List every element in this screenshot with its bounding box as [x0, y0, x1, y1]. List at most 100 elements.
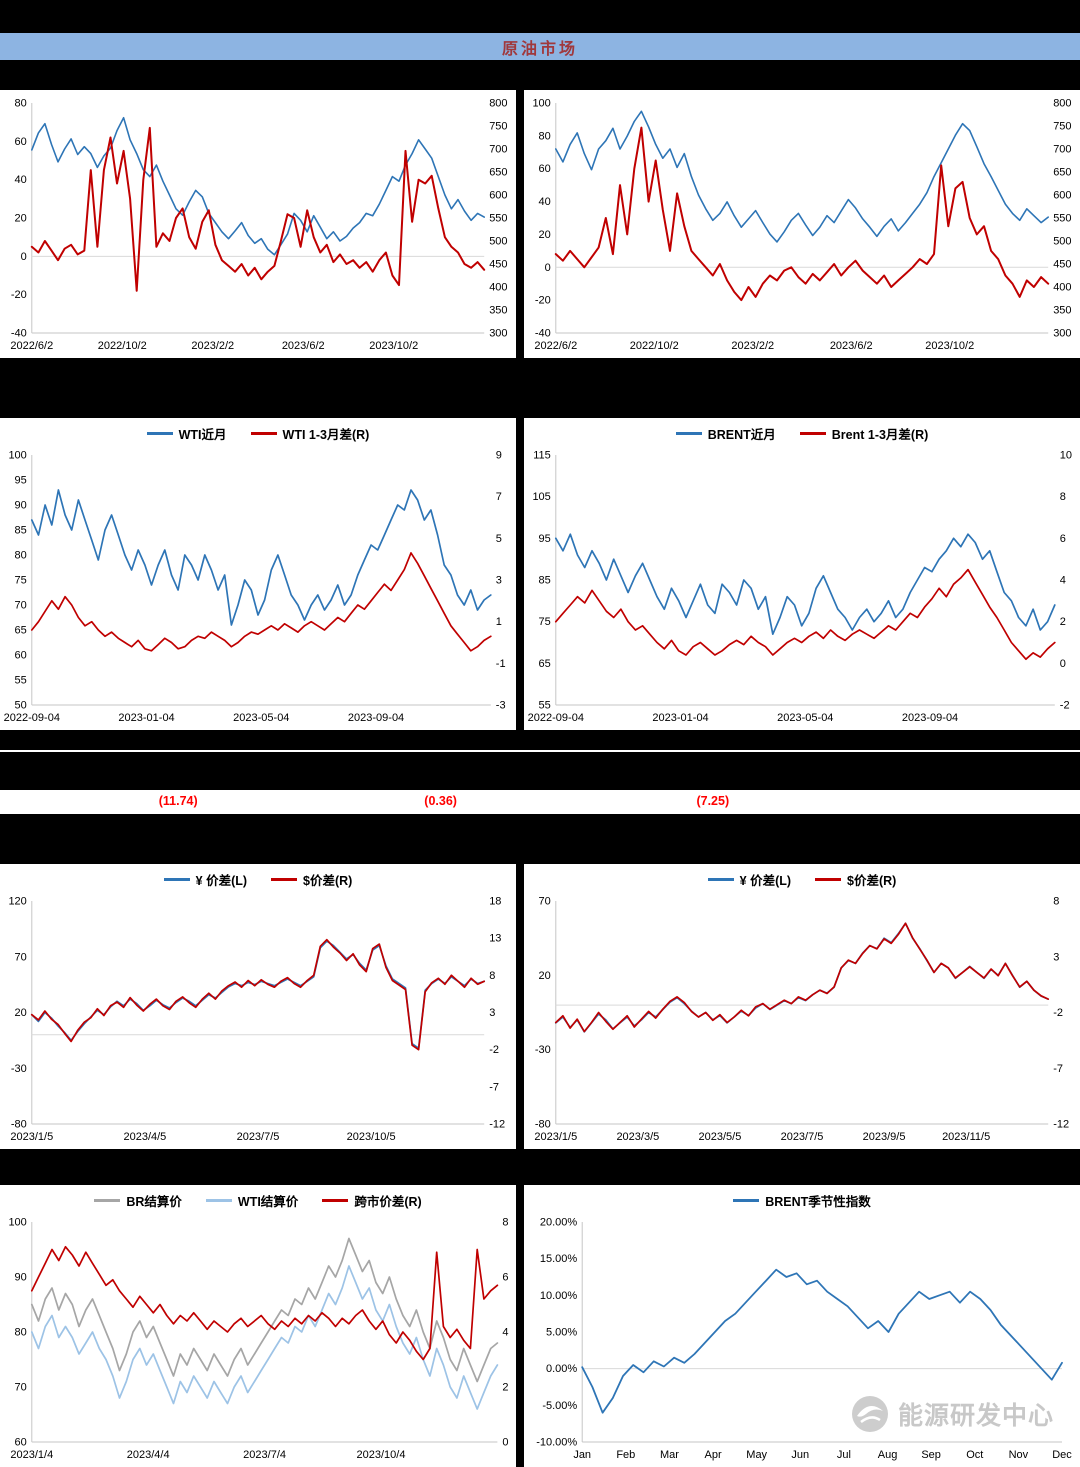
black-divider	[0, 752, 1080, 790]
spread-value: (7.25)	[696, 794, 730, 808]
series-line	[30, 1245, 499, 1361]
chart-canvas-r3l: 120 70 20 -30 -80 18 13 8 3 -2 -7 -12 2023/1/5 2023/4…	[8, 896, 505, 1144]
right-axis-tick-label: 800	[1053, 98, 1071, 110]
price-spread-chart-right: ¥ 价差(L) $价差(R) 70 20 -30 -80 8 3 -2 -7 -12 2023/1/5…	[528, 867, 1076, 1146]
left-axis-tick-label: 70	[539, 896, 551, 908]
crack-spread-chart-right: 100 80 60 40 20 0 -20 -40 800 750 700 650 600 550 500 4…	[528, 93, 1076, 355]
left-axis-tick-label: 80	[15, 550, 27, 562]
top-black-bar	[0, 0, 1080, 33]
chart-row-4: BR结算价 WTI结算价 跨市价差(R) 100 90 80 70 60 8 6 4 2 0 2023/1…	[0, 1185, 1080, 1467]
x-axis-tick-label: Aug	[878, 1449, 898, 1461]
right-axis-tick-label: -1	[496, 658, 506, 670]
brent-near-month-chart: BRENT近月 Brent 1-3月差(R) 115 105 95 85 75 65 55 10 8…	[528, 421, 1076, 727]
right-axis-tick-label: 2	[1060, 616, 1066, 628]
left-axis-tick-label: 0.00%	[546, 1363, 577, 1375]
x-axis-tick-label: 2023-05-04	[777, 712, 833, 724]
left-axis-tick-label: 60	[15, 136, 27, 148]
x-axis-tick-label: 2023/10/4	[357, 1449, 406, 1461]
legend-label: WTI结算价	[237, 1194, 299, 1209]
series-line	[581, 1268, 1063, 1414]
x-axis-tick-label: 2022-09-04	[4, 712, 60, 724]
left-axis-tick-label: -20	[11, 289, 27, 301]
panel-price-spread-right: ¥ 价差(L) $价差(R) 70 20 -30 -80 8 3 -2 -7 -12 2023/1/5…	[524, 864, 1080, 1149]
left-axis-tick-label: -30	[11, 1063, 27, 1075]
legend-swatch	[205, 1198, 232, 1202]
left-axis-tick-label: 70	[15, 951, 27, 963]
chart-legend: ¥ 价差(L) $价差(R)	[528, 867, 1076, 891]
panel-brent-term: BRENT近月 Brent 1-3月差(R) 115 105 95 85 75 65 55 10 8…	[524, 418, 1080, 730]
black-divider	[0, 1149, 1080, 1185]
legend-swatch	[707, 877, 734, 881]
legend-label: WTI 1-3月差(R)	[282, 427, 370, 442]
series-line	[30, 552, 492, 652]
x-axis-tick-label: 2023/2/2	[191, 340, 234, 352]
right-axis-tick-label: 3	[1053, 951, 1059, 963]
panel-price-spread-left: ¥ 价差(L) $价差(R) 120 70 20 -30 -80 18 13 8 3 -2 -7 -12 2…	[0, 864, 516, 1149]
left-axis-tick-label: -30	[535, 1044, 551, 1056]
series-line	[554, 922, 1050, 1033]
legend-swatch	[675, 431, 702, 435]
chart-canvas-r2r: 115 105 95 85 75 65 55 10 8 6 4 2 0 -2 2022-09-04 2023-…	[528, 450, 1072, 725]
left-axis-tick-label: 100	[8, 1217, 26, 1229]
x-axis-tick-label: 2023/3/5	[616, 1131, 659, 1143]
left-axis-tick-label: 75	[539, 616, 551, 628]
right-axis-tick-label: 3	[489, 1007, 495, 1019]
left-axis-tick-label: 80	[539, 130, 551, 142]
panel-wti-term: WTI近月 WTI 1-3月差(R) 100 95 90 85 80 75 70 65 60 55 50…	[0, 418, 516, 730]
legend-item: Brent 1-3月差(R)	[799, 424, 928, 443]
right-axis-tick-label: -12	[489, 1119, 505, 1131]
left-axis-tick-label: 15.00%	[540, 1253, 578, 1265]
panel-cross-market: BR结算价 WTI结算价 跨市价差(R) 100 90 80 70 60 8 6 4 2 0 2023/1…	[0, 1185, 516, 1467]
right-axis-tick-label: 550	[489, 213, 507, 225]
legend-item: WTI近月	[146, 424, 227, 443]
spread-values-row: (11.74) (0.36) (7.25)	[0, 790, 1080, 814]
legend-item: WTI 1-3月差(R)	[250, 424, 370, 443]
left-axis-tick-label: 20	[15, 1007, 27, 1019]
left-axis-tick-label: 0	[545, 262, 551, 274]
x-axis-tick-label: 2023/7/4	[243, 1449, 286, 1461]
left-axis-tick-label: 90	[15, 1272, 27, 1284]
x-axis-tick-label: Feb	[616, 1449, 635, 1461]
spread-value: (0.36)	[424, 794, 457, 808]
chart-canvas-r1l: 80 60 40 20 0 -20 -40 800 750 700 650 600 550 500 450 4…	[10, 98, 507, 353]
right-axis-tick-label: 4	[1060, 575, 1066, 587]
left-axis-tick-label: 100	[8, 450, 26, 462]
chart-legend: BR结算价 WTI结算价 跨市价差(R)	[4, 1188, 512, 1212]
series-line	[30, 940, 486, 1050]
legend-swatch	[94, 1198, 121, 1202]
right-axis-tick-label: -7	[1053, 1063, 1063, 1075]
x-axis-tick-label: 2023/6/2	[830, 340, 873, 352]
x-axis-tick-label: 2022/6/2	[10, 340, 53, 352]
chart-canvas-r4l: 100 90 80 70 60 8 6 4 2 0 2023/1/4 2023/4/4 2023/7/4…	[8, 1217, 508, 1462]
x-axis-tick-label: Sep	[921, 1449, 941, 1461]
left-axis-tick-label: 55	[15, 675, 27, 687]
right-axis-tick-label: 450	[1053, 259, 1071, 271]
x-axis-tick-label: May	[746, 1449, 767, 1461]
left-axis-tick-label: 80	[15, 98, 27, 110]
x-axis-tick-label: 2022/6/2	[534, 340, 577, 352]
legend-item: $价差(R)	[815, 870, 896, 889]
series-line	[554, 922, 1050, 1033]
chart-legend: BRENT季节性指数	[528, 1188, 1076, 1212]
right-axis-tick-label: 300	[489, 328, 507, 340]
x-axis-tick-label: 2023/10/5	[347, 1131, 396, 1143]
legend-label: $价差(R)	[303, 873, 353, 888]
right-axis-tick-label: 4	[502, 1327, 508, 1339]
left-axis-tick-label: 0	[21, 251, 27, 263]
left-axis-tick-label: 60	[15, 650, 27, 662]
right-axis-tick-label: 500	[489, 236, 507, 248]
chart-canvas-r3r: 70 20 -30 -80 8 3 -2 -7 -12 2023/1/5 2023/3/5 2023/…	[534, 896, 1069, 1144]
legend-item: $价差(R)	[271, 870, 352, 889]
right-axis-tick-label: 750	[1053, 121, 1071, 133]
left-axis-tick-label: -40	[11, 328, 27, 340]
left-axis-tick-label: 20.00%	[540, 1217, 578, 1229]
x-axis-tick-label: 2023-01-04	[652, 712, 708, 724]
x-axis-tick-label: 2023-01-04	[118, 712, 174, 724]
x-axis-tick-label: 2023-05-04	[233, 712, 289, 724]
legend-label: ¥ 价差(L)	[195, 873, 248, 888]
left-axis-tick-label: 75	[15, 575, 27, 587]
left-axis-tick-label: 120	[8, 896, 26, 908]
series-line	[30, 126, 486, 292]
legend-swatch	[322, 1198, 349, 1202]
x-axis-tick-label: Oct	[966, 1449, 983, 1461]
